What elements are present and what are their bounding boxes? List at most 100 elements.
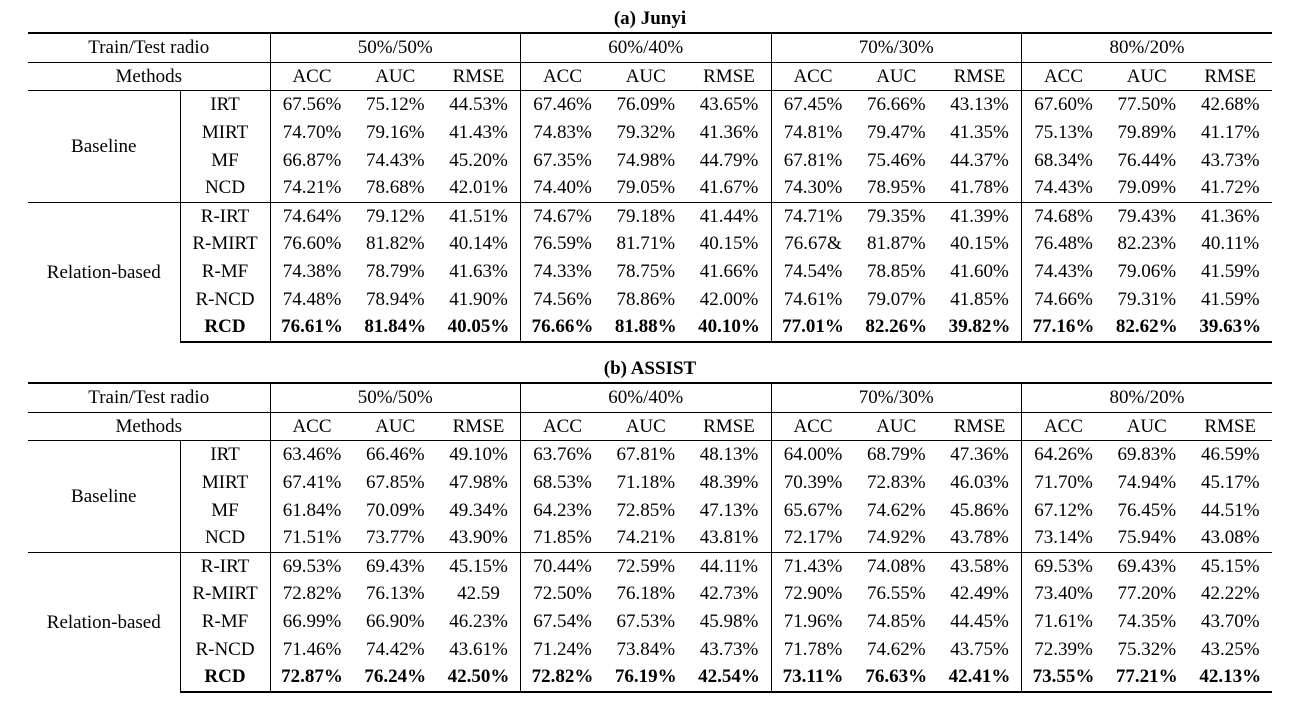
- metric-value: 40.14%: [449, 233, 508, 255]
- table-block-junyi: (a) Junyi Train/Test radio 50%/50% 60%/40% 7…: [28, 6, 1273, 343]
- split-header: 70%/30%: [770, 381, 1022, 413]
- method-name: RCD: [180, 312, 270, 343]
- metric-value: 67.85%: [365, 472, 425, 494]
- metric-header: AUC: [604, 61, 688, 91]
- metric-header: AUC: [353, 61, 437, 91]
- metric-value: 41.78%: [950, 177, 1009, 199]
- method-name: MF: [211, 149, 239, 171]
- metric-value: 76.66%: [520, 312, 604, 343]
- split-header: 50%/50%: [269, 381, 521, 413]
- metric-value: 79.16%: [365, 122, 425, 144]
- metric-value: 66.99%: [269, 607, 354, 636]
- metric-value: 42.54%: [687, 662, 771, 693]
- results-table: Train/Test radio 50%/50% 60%/40% 70%/30% 80%…: [28, 31, 1273, 343]
- table-caption: (a) Junyi: [613, 8, 687, 29]
- metric-value: 42.41%: [938, 662, 1022, 693]
- metric-header: RMSE: [938, 411, 1022, 441]
- metric-value: 79.06%: [1117, 261, 1177, 283]
- metric-value: 78.85%: [866, 261, 926, 283]
- method-name: R-MIRT: [192, 233, 258, 255]
- metric-value: 42.49%: [950, 583, 1009, 605]
- metric-value: 45.17%: [1200, 472, 1260, 494]
- table-row: RCD 72.87% 76.24% 42.50% 72.82% 76.19% 42.54% 7…: [28, 662, 1273, 693]
- method-name: RCD: [180, 662, 270, 693]
- metric-value: 74.61%: [770, 285, 855, 313]
- metric-value: 70.44%: [520, 551, 604, 581]
- metric-value: 42.59: [457, 583, 500, 605]
- metric-value: 71.18%: [616, 472, 676, 494]
- metric-value: 76.59%: [520, 230, 604, 258]
- metric-value: 81.82%: [365, 233, 425, 255]
- metric-value: 68.53%: [520, 468, 604, 497]
- metric-value: 63.46%: [269, 440, 354, 469]
- metric-value: 74.43%: [1021, 257, 1105, 286]
- metric-value: 73.55%: [1021, 662, 1105, 693]
- metric-value: 74.08%: [854, 551, 938, 581]
- metric-value: 44.51%: [1200, 499, 1260, 521]
- metric-value: 74.67%: [520, 201, 604, 231]
- split-header: 80%/20%: [1021, 31, 1273, 63]
- metric-value: 79.47%: [866, 122, 926, 144]
- metric-value: 71.96%: [770, 607, 855, 636]
- metric-value: 76.48%: [1021, 230, 1105, 258]
- table-row: RCD 76.61% 81.84% 40.05% 76.66% 81.88% 40.10% 7…: [28, 312, 1273, 343]
- metric-value: 76.60%: [269, 230, 354, 258]
- metric-value: 41.36%: [1188, 201, 1273, 231]
- metric-value: 73.84%: [616, 638, 676, 660]
- metric-value: 72.82%: [269, 580, 354, 608]
- metric-value: 49.34%: [449, 499, 508, 521]
- metric-value: 72.59%: [604, 551, 688, 581]
- header-row-metrics: Methods ACC AUC RMSE ACC AUC RMSE ACC AUC RMSE ACC…: [28, 411, 1273, 441]
- metric-value: 74.38%: [269, 257, 354, 286]
- metric-value: 69.83%: [1105, 440, 1189, 469]
- metric-value: 69.53%: [1021, 551, 1105, 581]
- method-name: MIRT: [201, 122, 249, 144]
- metric-value: 45.98%: [699, 611, 759, 633]
- metric-value: 75.94%: [1117, 527, 1177, 549]
- metric-value: 74.35%: [1117, 611, 1177, 633]
- metric-value: 74.62%: [866, 499, 926, 521]
- metric-value: 41.60%: [950, 261, 1009, 283]
- metric-value: 74.40%: [520, 173, 604, 203]
- metric-value: 79.89%: [1117, 122, 1177, 144]
- method-name: IRT: [180, 90, 270, 119]
- metric-header: RMSE: [687, 411, 771, 441]
- metric-value: 41.63%: [449, 261, 508, 283]
- metric-value: 48.39%: [699, 472, 759, 494]
- metric-value: 43.58%: [938, 551, 1022, 581]
- metric-value: 76.61%: [269, 312, 354, 343]
- method-name: R-MF: [201, 261, 249, 283]
- metric-value: 74.42%: [365, 638, 425, 660]
- metric-value: 41.67%: [699, 177, 759, 199]
- results-table: Train/Test radio 50%/50% 60%/40% 70%/30% 80%…: [28, 381, 1273, 693]
- train-test-ratio-label: Train/Test radio: [28, 31, 270, 63]
- metric-value: 42.73%: [699, 583, 759, 605]
- metric-value: 79.35%: [854, 201, 938, 231]
- metric-value: 45.86%: [950, 499, 1009, 521]
- metric-value: 43.81%: [699, 527, 759, 549]
- metric-value: 74.48%: [269, 285, 354, 313]
- metric-value: 63.76%: [520, 440, 604, 469]
- metric-value: 78.94%: [365, 288, 425, 310]
- metric-value: 74.71%: [770, 201, 855, 231]
- metric-value: 79.43%: [1105, 201, 1189, 231]
- method-name: MIRT: [201, 472, 249, 494]
- metric-value: 82.26%: [854, 312, 938, 343]
- metric-value: 67.45%: [770, 90, 855, 119]
- metric-value: 43.73%: [699, 638, 759, 660]
- metric-value: 78.68%: [365, 177, 425, 199]
- metric-value: 41.35%: [950, 122, 1009, 144]
- table-row: NCD 74.21% 78.68% 42.01% 74.40% 79.05% 41.67% 7…: [28, 173, 1272, 203]
- metric-value: 67.53%: [616, 611, 676, 633]
- metric-value: 41.59%: [1200, 261, 1260, 283]
- metric-value: 66.90%: [365, 611, 425, 633]
- metric-value: 43.61%: [449, 638, 508, 660]
- metric-value: 73.40%: [1021, 580, 1105, 608]
- metric-value: 76.18%: [616, 583, 676, 605]
- methods-label: Methods: [28, 61, 270, 91]
- metric-value: 44.37%: [950, 149, 1009, 171]
- metric-value: 65.67%: [770, 496, 855, 524]
- metric-value: 71.78%: [770, 635, 855, 663]
- method-name: R-NCD: [195, 288, 255, 310]
- metric-value: 74.85%: [866, 611, 926, 633]
